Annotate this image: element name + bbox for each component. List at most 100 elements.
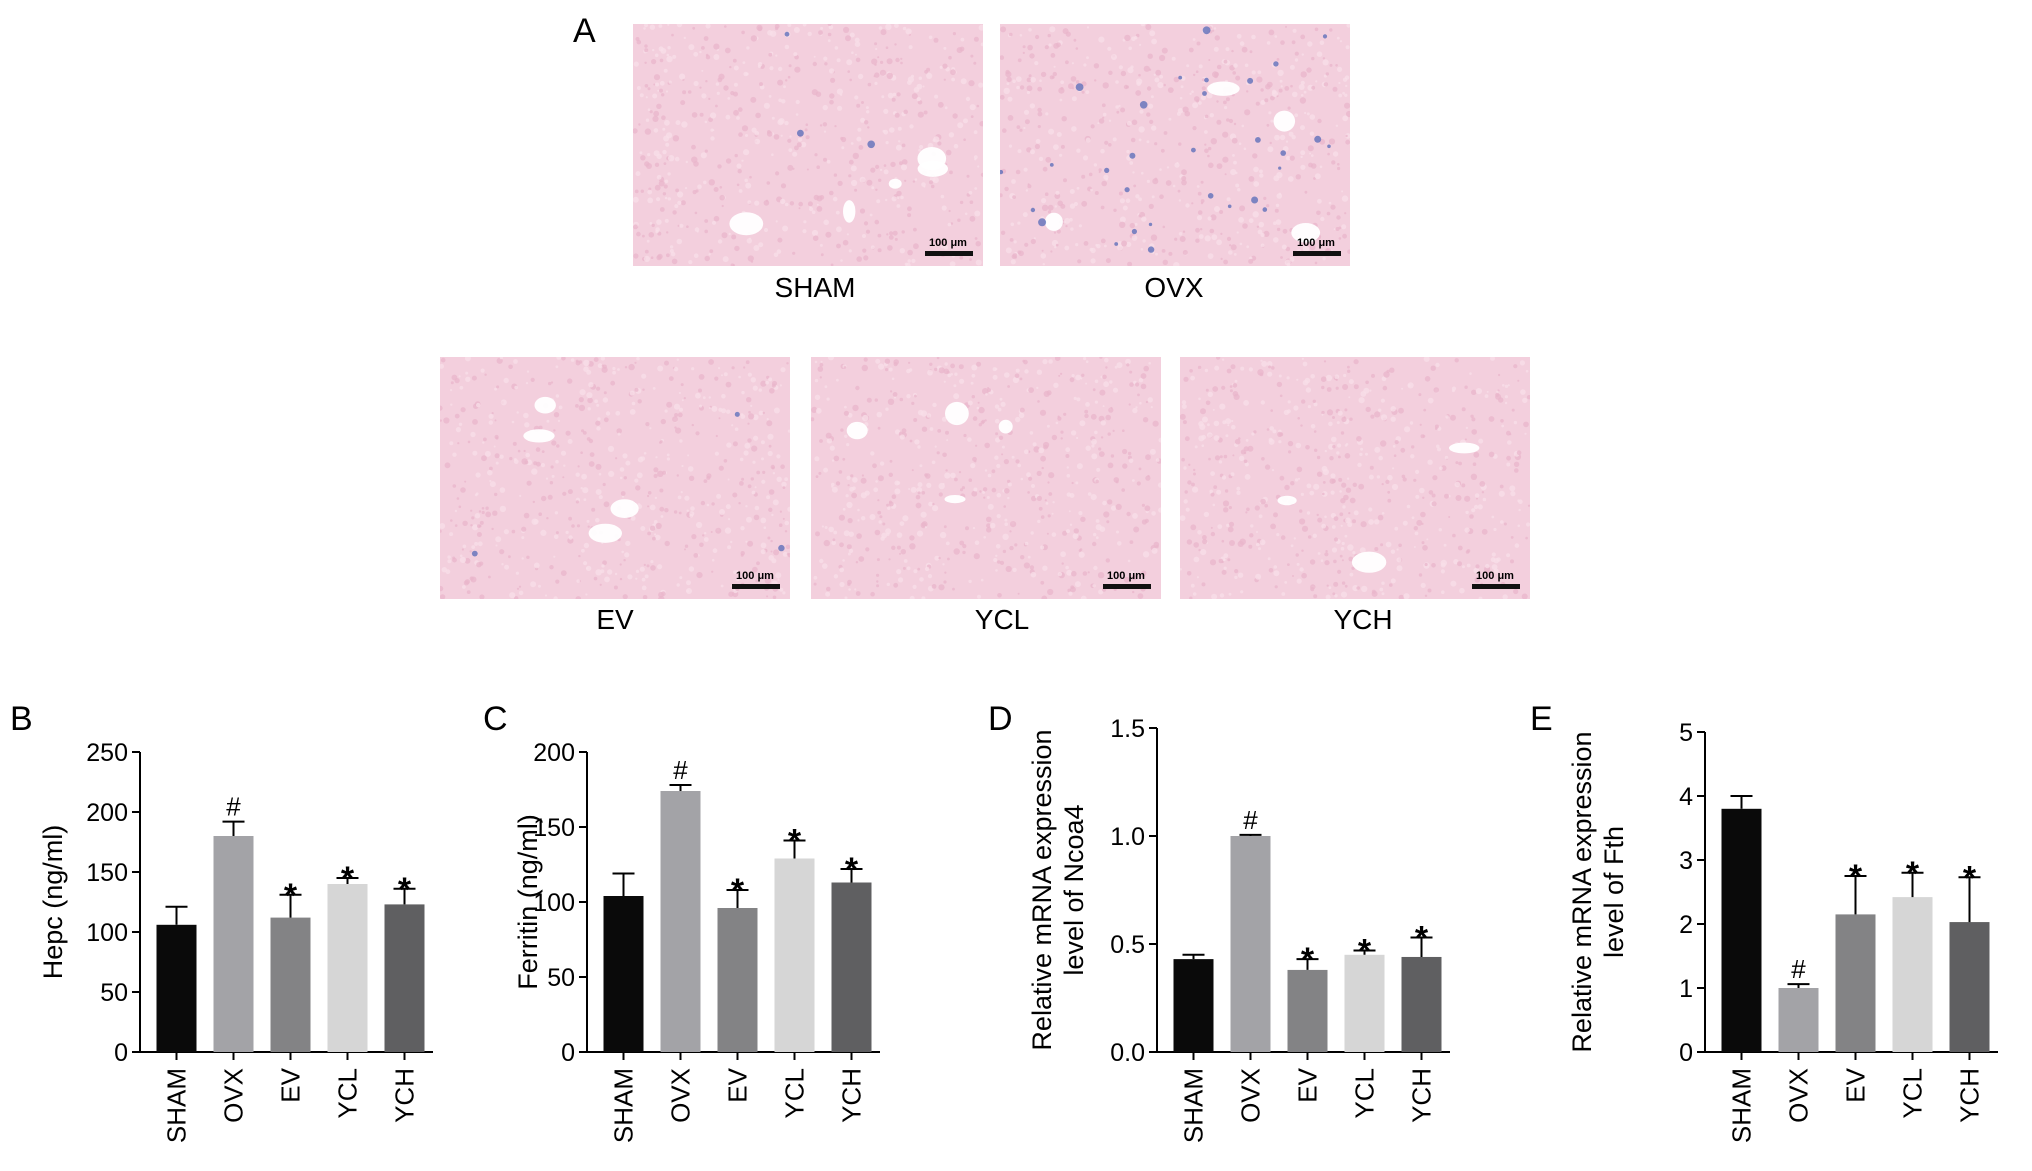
panel-letter-c: C [483, 700, 508, 738]
x-tick-label: SHAM [162, 1068, 192, 1143]
error-bar [165, 905, 188, 925]
y-tick-label: 200 [86, 799, 128, 827]
y-tick-label: 2 [1679, 911, 1693, 939]
chart-hepc: 0 50 100 150 200 250 Hepc (ng/ml) SHAM # OVX * EV * Y… [38, 739, 433, 1143]
error-bar [840, 868, 863, 883]
y-tick-label: 0 [114, 1039, 128, 1067]
bar-sham [1173, 959, 1214, 1052]
x-tick-label: EV [276, 1067, 306, 1102]
x-tick-label: OVX [1784, 1068, 1814, 1123]
scale-text-ev: 100 μm [736, 570, 774, 582]
y-tick-label: 0.0 [1110, 1039, 1145, 1067]
y-axis-label: level of Ncoa4 [1059, 804, 1089, 975]
bar-ych [1949, 922, 1990, 1052]
x-tick-label: EV [1841, 1067, 1871, 1102]
x-tick-label: EV [1293, 1067, 1323, 1102]
x-tick-label: YCH [390, 1068, 420, 1123]
micrograph-ych [1180, 357, 1530, 599]
error-bar [1410, 936, 1433, 957]
scale-text-ycl: 100 μm [1107, 570, 1145, 582]
significance-marker: * [284, 877, 298, 915]
y-tick-label: 3 [1679, 847, 1693, 875]
y-tick-label: 4 [1679, 783, 1693, 811]
error-bar [1353, 949, 1376, 955]
significance-marker: # [226, 792, 241, 822]
y-tick-label: 5 [1679, 719, 1693, 747]
error-bar [669, 784, 692, 791]
micrograph-ovx [1000, 24, 1350, 266]
x-tick-label: OVX [1236, 1068, 1266, 1123]
y-tick-label: 0 [1679, 1039, 1693, 1067]
x-tick-label: SHAM [1179, 1068, 1209, 1143]
y-tick-label: 250 [86, 739, 128, 767]
scale-bar-ovx [1293, 251, 1341, 256]
significance-marker: # [1791, 954, 1806, 984]
y-tick-label: 50 [100, 979, 128, 1007]
x-tick-label: YCL [1350, 1068, 1380, 1119]
significance-marker: * [398, 871, 412, 909]
micrograph-label-ovx: OVX [1144, 272, 1204, 303]
error-bar [222, 820, 245, 836]
y-tick-label: 1.5 [1110, 715, 1145, 743]
significance-marker: * [341, 860, 355, 898]
scale-bar-sham [925, 251, 973, 256]
error-bar [1239, 833, 1262, 836]
chart-ncoa4: 0.0 0.5 1.0 1.5 Relative mRNA expression leve… [1027, 715, 1450, 1143]
bar-ycl [1344, 954, 1385, 1052]
x-tick-label: YCH [1407, 1068, 1437, 1123]
x-tick-label: YCL [1898, 1068, 1928, 1119]
significance-marker: # [1243, 805, 1258, 835]
error-bar [1901, 871, 1924, 898]
y-tick-label: 1.0 [1110, 823, 1145, 851]
y-tick-label: 150 [533, 814, 575, 842]
y-axis-label: Ferritin (ng/ml) [513, 814, 543, 990]
y-tick-label: 0 [561, 1039, 575, 1067]
x-tick-label: EV [723, 1067, 753, 1102]
x-tick-label: OVX [219, 1068, 249, 1123]
x-tick-label: YCH [837, 1068, 867, 1123]
significance-marker: * [731, 872, 745, 910]
significance-marker: * [1301, 941, 1315, 979]
bar-ovx [1230, 836, 1271, 1052]
bar-ev [270, 917, 311, 1052]
y-tick-label: 150 [86, 859, 128, 887]
x-tick-label: YCL [780, 1068, 810, 1119]
scale-text-sham: 100 μm [929, 237, 967, 249]
y-tick-label: 100 [533, 889, 575, 917]
micrograph-ev [440, 357, 790, 599]
bar-ycl [327, 884, 368, 1052]
bar-ovx [213, 836, 254, 1052]
error-bar [1787, 983, 1810, 988]
bar-ev [1287, 969, 1328, 1052]
significance-marker: * [1963, 859, 1977, 897]
y-axis-label: Relative mRNA expression [1027, 729, 1057, 1050]
y-axis-label: level of Fth [1599, 826, 1629, 958]
panel-letter-b: B [10, 700, 33, 738]
bar-ycl [774, 858, 815, 1052]
error-bar [1296, 958, 1319, 970]
panel-letter-d: D [988, 700, 1013, 738]
error-bar [336, 877, 359, 884]
y-axis-label: Hepc (ng/ml) [38, 825, 68, 980]
error-bar [783, 839, 806, 859]
significance-marker: * [1906, 855, 1920, 893]
significance-marker: * [1415, 920, 1429, 958]
bar-sham [1721, 808, 1762, 1052]
scale-text-ovx: 100 μm [1297, 237, 1335, 249]
x-tick-label: YCH [1955, 1068, 1985, 1123]
scale-text-ych: 100 μm [1476, 570, 1514, 582]
micrograph-label-ev: EV [596, 604, 634, 635]
bar-ych [384, 904, 425, 1052]
y-tick-label: 0.5 [1110, 931, 1145, 959]
x-tick-label: SHAM [609, 1068, 639, 1143]
error-bar [1844, 875, 1867, 915]
micrograph-label-ycl: YCL [974, 604, 1030, 635]
error-bar [612, 872, 635, 896]
y-axis-label: Relative mRNA expression [1567, 731, 1597, 1052]
bar-ycl [1892, 897, 1933, 1052]
y-tick-label: 1 [1679, 975, 1693, 1003]
scale-bar-ych [1472, 584, 1520, 589]
x-tick-label: OVX [666, 1068, 696, 1123]
micrograph-label-ych: YCH [1333, 604, 1393, 635]
y-tick-label: 200 [533, 739, 575, 767]
